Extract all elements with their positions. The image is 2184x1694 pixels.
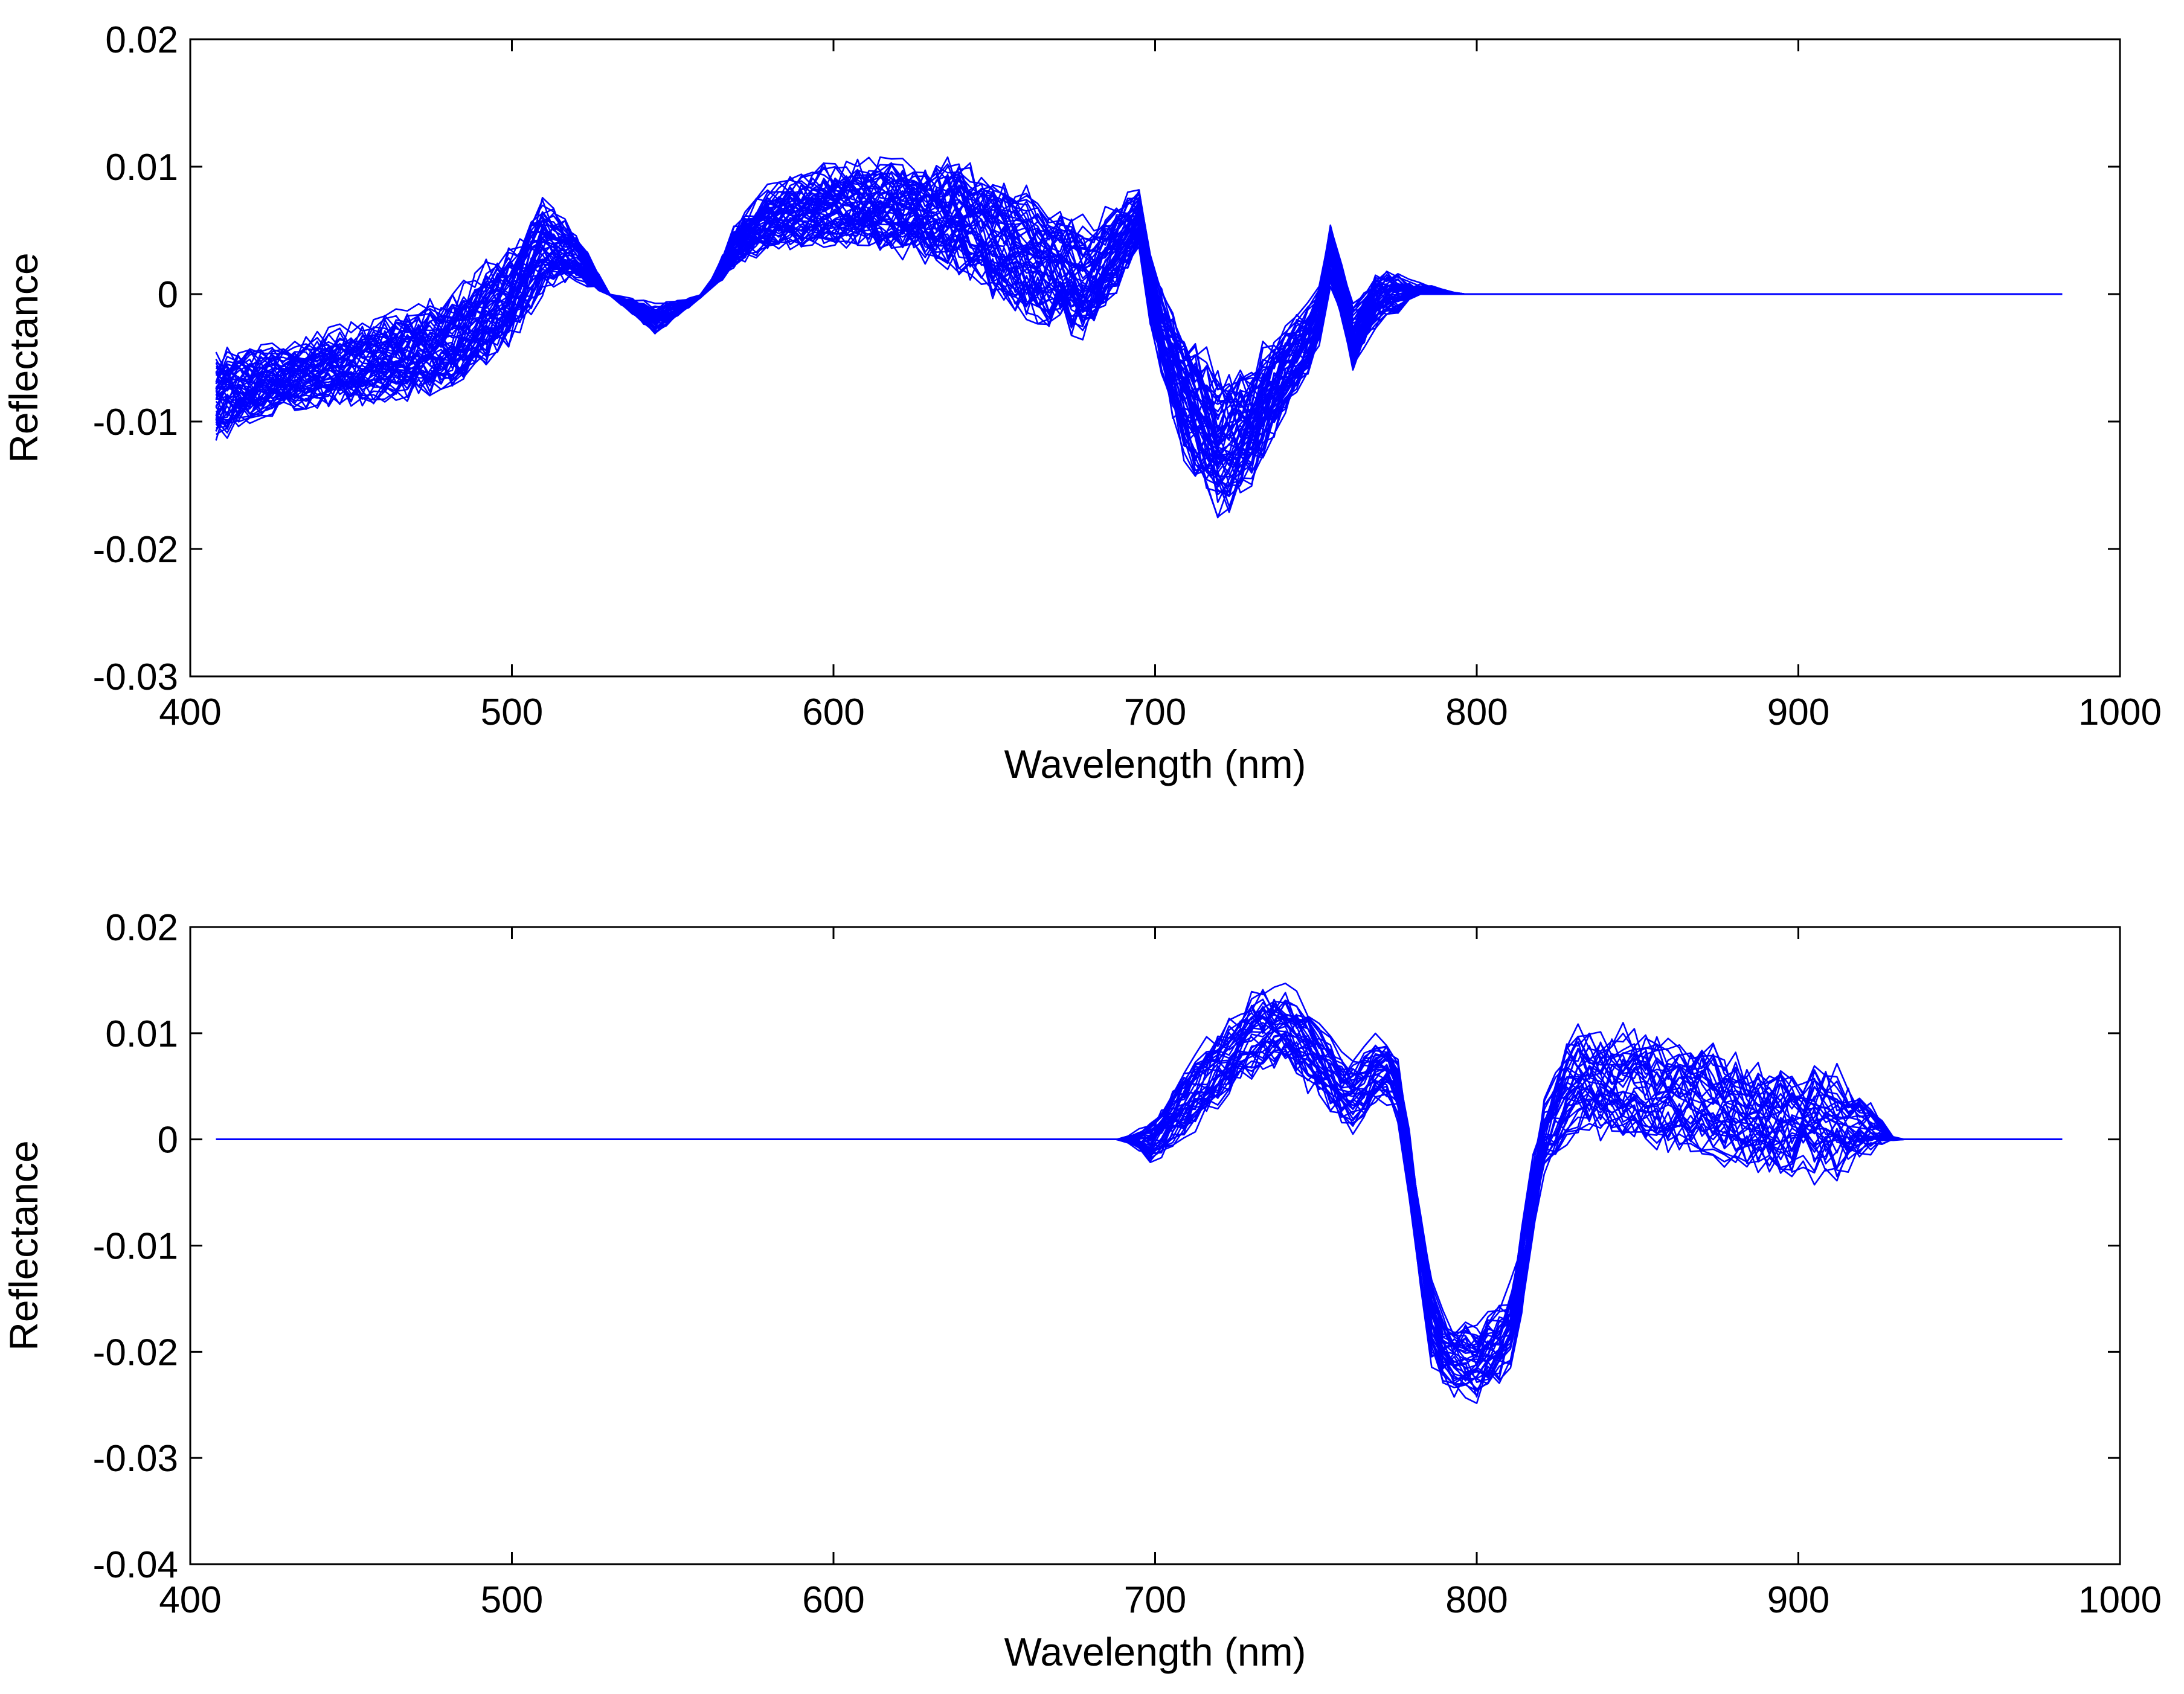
top-y-tick-label: 0.02 <box>105 19 178 61</box>
bottom-y-tick-label: -0.04 <box>93 1544 178 1586</box>
bottom-x-axis-label: Wavelength (nm) <box>1004 1629 1306 1674</box>
bottom-series-line-7 <box>216 1016 2063 1361</box>
bottom-series-line-19 <box>216 1002 2063 1347</box>
bottom-series-line-2 <box>216 1005 2063 1356</box>
bottom-series-line-24 <box>216 1009 2063 1355</box>
bottom-series-line-29 <box>216 1016 2063 1344</box>
bottom-series-line-12 <box>216 1000 2063 1348</box>
bottom-y-axis-label: Reflectance <box>1 1140 46 1351</box>
top-x-tick-label: 500 <box>481 691 543 733</box>
top-series-line-30 <box>215 218 2063 507</box>
bottom-series-line-27 <box>216 1001 2063 1348</box>
bottom-x-tick-label: 800 <box>1445 1579 1508 1621</box>
bottom-series-line-35 <box>216 998 2063 1358</box>
bottom-series-line-28 <box>216 983 2063 1337</box>
bottom-series-line-38 <box>216 1017 2063 1382</box>
bottom-series-line-18 <box>216 1017 2063 1367</box>
bottom-y-tick-label: -0.01 <box>93 1226 178 1268</box>
bottom-series-line-39 <box>216 1022 2063 1383</box>
bottom-y-tick-label: -0.03 <box>93 1438 178 1480</box>
top-ticks: 400 500 600 700 800 900 1000 -0.03 -0.02 -0.01 0 0.… <box>93 19 2162 733</box>
top-series-line-39 <box>216 210 2063 493</box>
top-y-tick-label: -0.01 <box>93 402 178 443</box>
top-series-line-58 <box>215 216 2063 478</box>
bottom-y-tick-label: -0.02 <box>93 1332 178 1373</box>
bottom-series-line-36 <box>216 1009 2063 1358</box>
top-x-tick-label: 1000 <box>2078 691 2162 733</box>
bottom-series-layer <box>216 983 2063 1404</box>
top-series-layer <box>215 156 2063 519</box>
top-y-tick-label: 0 <box>158 274 178 316</box>
top-x-tick-label: 800 <box>1445 691 1508 733</box>
top-x-tick-label: 400 <box>159 691 221 733</box>
bottom-x-tick-label: 900 <box>1767 1579 1829 1621</box>
top-x-tick-label: 600 <box>802 691 864 733</box>
bottom-x-tick-label: 400 <box>159 1579 221 1621</box>
bottom-y-tick-label: 0.02 <box>105 907 178 949</box>
bottom-series-line-30 <box>216 1013 2063 1370</box>
top-y-tick-label: 0.01 <box>105 147 178 188</box>
bottom-ticks: 400 500 600 700 800 900 1000 -0.04 -0.03 -0.02 -0.… <box>93 907 2162 1621</box>
bottom-series-line-4 <box>216 1010 2063 1354</box>
bottom-plot-frame <box>189 926 2121 1565</box>
bottom-y-tick-label: 0.01 <box>105 1013 178 1055</box>
bottom-x-tick-label: 1000 <box>2078 1579 2162 1621</box>
top-series-line-52 <box>215 222 2063 519</box>
top-series-line-5 <box>216 218 2063 513</box>
bottom-panel: 400 500 600 700 800 900 1000 -0.04 -0.03 -0.02 -0.… <box>1 907 2162 1674</box>
top-x-tick-label: 700 <box>1124 691 1186 733</box>
bottom-series-line-5 <box>216 1005 2063 1353</box>
top-series-line-21 <box>215 219 2063 498</box>
bottom-x-tick-label: 600 <box>802 1579 864 1621</box>
top-panel: 400 500 600 700 800 900 1000 -0.03 -0.02 -0.01 0 0.… <box>1 19 2162 786</box>
bottom-series-line-40 <box>216 1003 2063 1355</box>
top-series-line-60 <box>215 210 2063 484</box>
bottom-series-line-1 <box>216 1042 2063 1398</box>
bottom-series-line-16 <box>216 1004 2063 1349</box>
top-y-tick-label: -0.03 <box>93 656 178 698</box>
top-y-axis-label: Reflectance <box>1 252 46 463</box>
bottom-series-line-25 <box>216 998 2063 1352</box>
bottom-x-tick-label: 700 <box>1124 1579 1186 1621</box>
bottom-series-line-17 <box>216 1043 2063 1385</box>
top-y-tick-label: -0.02 <box>93 529 178 571</box>
top-x-tick-label: 900 <box>1767 691 1829 733</box>
bottom-series-line-34 <box>216 1042 2063 1385</box>
top-series-line-26 <box>216 219 2063 518</box>
bottom-y-tick-label: 0 <box>158 1120 178 1161</box>
top-x-axis-label: Wavelength (nm) <box>1004 742 1306 786</box>
bottom-series-line-9 <box>216 1041 2063 1398</box>
top-series-line-4 <box>216 216 2063 487</box>
bottom-x-tick-label: 500 <box>481 1579 543 1621</box>
